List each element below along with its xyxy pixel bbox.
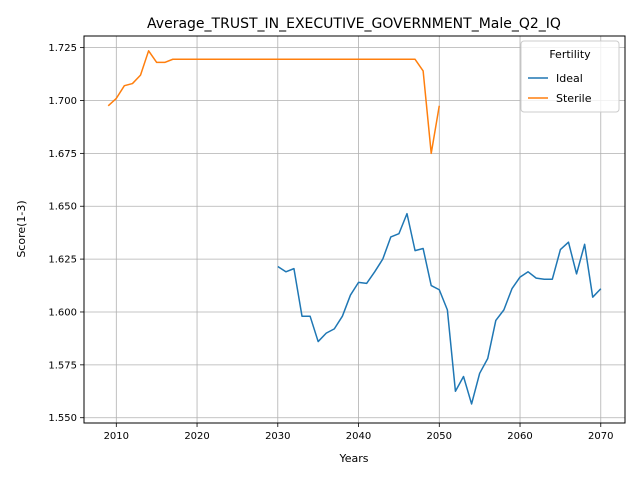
x-tick-label: 2030 bbox=[265, 431, 290, 442]
y-axis-label: Score(1-3) bbox=[15, 200, 28, 257]
y-tick-label: 1.625 bbox=[48, 255, 77, 266]
y-tick-label: 1.600 bbox=[48, 307, 77, 318]
y-tick-label: 1.675 bbox=[48, 149, 77, 160]
series-line-sterile bbox=[107, 50, 441, 155]
y-tick-label: 1.550 bbox=[48, 413, 77, 424]
plot-frame bbox=[83, 35, 626, 424]
y-tick-label: 1.725 bbox=[48, 43, 77, 54]
x-tick-label: 2060 bbox=[507, 431, 532, 442]
x-axis-label: Years bbox=[338, 452, 368, 465]
x-tick-label: 2020 bbox=[184, 431, 209, 442]
y-tick-label: 1.700 bbox=[48, 96, 77, 107]
legend-box bbox=[520, 40, 620, 113]
chart-title: Average_TRUST_IN_EXECUTIVE_GOVERNMENT_Ma… bbox=[147, 16, 561, 32]
series-line-ideal bbox=[277, 212, 602, 405]
x-axis: 2010 2020 2030 2040 2050 2060 2070 bbox=[104, 423, 614, 442]
series-layer bbox=[107, 50, 602, 405]
legend-label-sterile: Sterile bbox=[556, 92, 592, 105]
x-tick-label: 2010 bbox=[104, 431, 129, 442]
y-tick-label: 1.650 bbox=[48, 202, 77, 213]
x-tick-label: 2040 bbox=[346, 431, 371, 442]
y-tick-label: 1.575 bbox=[48, 360, 77, 371]
legend-label-ideal: Ideal bbox=[556, 72, 583, 85]
legend: Fertility Ideal Sterile bbox=[520, 40, 620, 113]
x-tick-label: 2050 bbox=[427, 431, 452, 442]
x-tick-label: 2070 bbox=[588, 431, 613, 442]
legend-title: Fertility bbox=[549, 48, 591, 61]
y-axis: 1.550 1.575 1.600 1.625 1.650 1.675 1.700 1.725 bbox=[48, 43, 84, 424]
